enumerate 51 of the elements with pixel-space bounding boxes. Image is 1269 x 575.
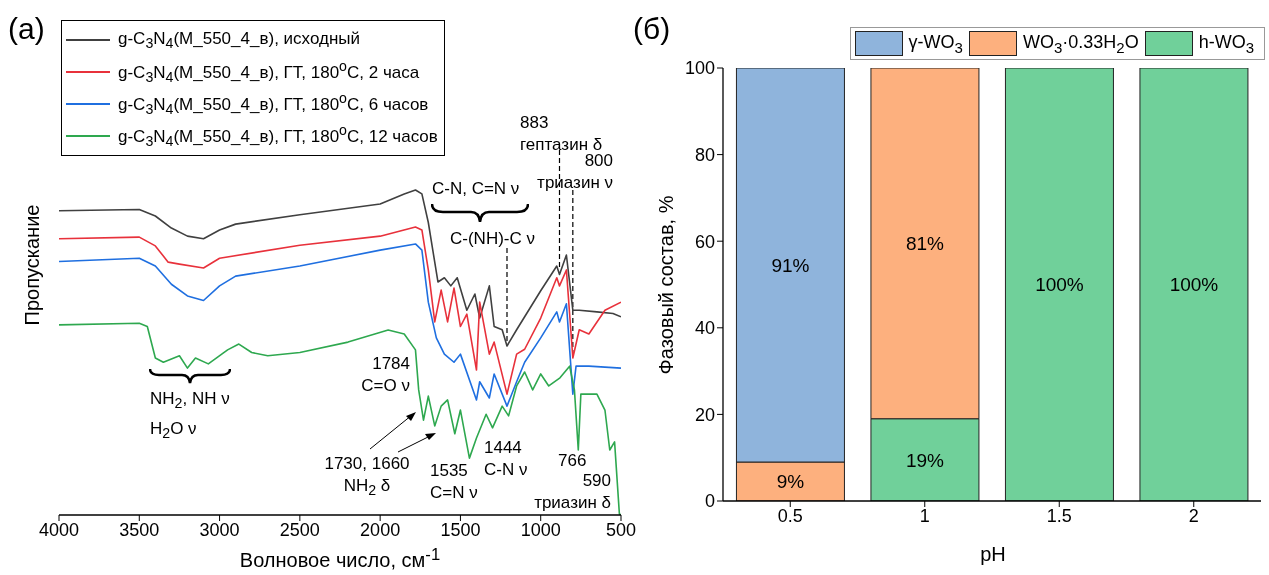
y-tick-label: 60 (694, 231, 715, 252)
legend-label: γ-WO$_{3}$ (908, 31, 963, 56)
data-label: 100% (1035, 274, 1084, 296)
bar (1004, 68, 1114, 501)
text: 883 гептазин δ (520, 113, 603, 154)
annotation: 1444 C-N ν (484, 438, 528, 479)
y-axis-title: Пропускание (20, 204, 43, 326)
annotation: C-N, C=N ν (432, 179, 520, 198)
x-tick-label: 1500 (440, 519, 481, 540)
data-label: 91% (771, 254, 810, 276)
y-tick-label: 0 (704, 491, 715, 512)
data-label: 100% (1169, 274, 1219, 296)
annotation: H$_{2}$O ν (150, 419, 197, 442)
annotation: 590 триазин δ (534, 471, 611, 512)
x-tick-label: 3000 (199, 519, 240, 540)
y-tick-label: 40 (694, 318, 715, 339)
x-tick-label: 2 (1188, 505, 1199, 526)
bar (1139, 68, 1249, 501)
chart-title: (a) (8, 12, 45, 45)
x-tick-label: 2000 (360, 519, 401, 540)
data-label: 9% (776, 471, 805, 493)
annotation: 800 триазин ν (537, 151, 613, 192)
x-axis-title: pH (980, 542, 1006, 565)
annotation: 1730, 1660 NH$_{2}$ δ (324, 454, 410, 499)
annotation: 1784 C=O ν (361, 354, 410, 395)
x-axis-title: Волновое число, см$^{-1}$ (239, 544, 441, 571)
x-tick-label: 1 (919, 505, 930, 526)
data-label: 81% (905, 233, 945, 255)
x-tick-label: 4000 (38, 519, 80, 540)
y-tick-label: 20 (694, 404, 715, 425)
annotation: C-(NH)-C ν (450, 229, 535, 248)
y-tick-label: 80 (694, 144, 715, 165)
data-label: 19% (905, 449, 945, 471)
legend-label: WO$_{3}$·0.33H$_{2}$O (1022, 31, 1139, 56)
annotation: 1535 C=N ν (430, 461, 478, 502)
x-tick-label: 500 (605, 519, 637, 540)
legend-label: g-C$_{3}$N$_{4}$(M_550_4_в), ГТ, 180$^{o}$C, 2 часа (118, 58, 420, 86)
x-tick-label: 0.5 (777, 505, 803, 526)
x-tick-label: 1.5 (1046, 505, 1072, 526)
annotation: 766 (558, 451, 587, 470)
x-tick-label: 2500 (279, 519, 320, 540)
legend-label: g-C$_{3}$N$_{4}$(M_550_4_в), ГТ, 180$^{o}$C, 6 часов (118, 90, 429, 118)
y-tick-label: 100 (684, 58, 715, 79)
legend-label: g-C$_{3}$N$_{4}$(M_550_4_в), исходный (118, 28, 360, 52)
annotation: NH$_{2}$, NH ν (150, 389, 230, 412)
x-tick-label: 3500 (119, 519, 160, 540)
chart-title: (б) (633, 12, 671, 45)
legend-label: h-WO$_{3}$ (1198, 31, 1254, 56)
legend-label: g-C$_{3}$N$_{4}$(M_550_4_в), ГТ, 180$^{o}$C, 12 часов (118, 122, 438, 150)
y-axis-title: Фазовый состав, % (654, 195, 677, 375)
x-tick-label: 1000 (520, 519, 561, 540)
